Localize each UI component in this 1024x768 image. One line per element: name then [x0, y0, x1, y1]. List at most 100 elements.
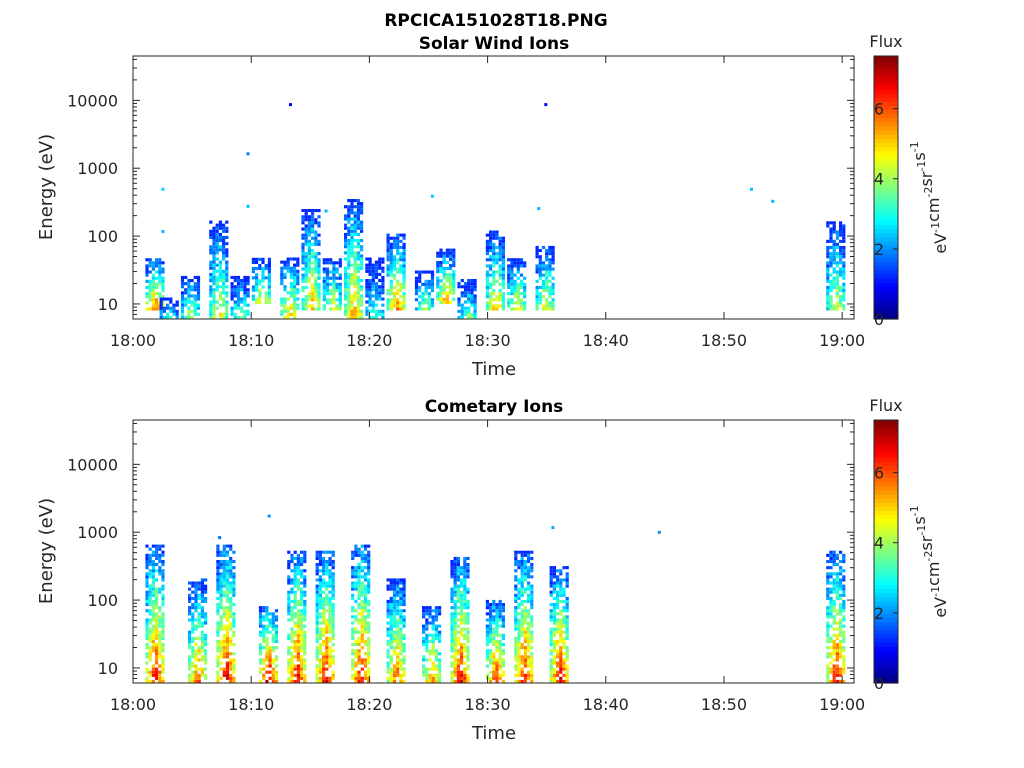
spectrogram-cell	[311, 224, 315, 228]
spectrogram-cell	[265, 655, 269, 659]
spectrogram-cell	[232, 550, 236, 554]
colorbar-segment	[874, 129, 898, 135]
spectrogram-cell	[233, 315, 237, 319]
spectrogram-cell	[265, 636, 269, 640]
spectrogram-cell	[151, 643, 155, 647]
spectrogram-cell	[287, 566, 291, 570]
spectrogram-cell	[463, 593, 467, 597]
spectrogram-cell	[356, 312, 360, 316]
spectrogram-cell	[386, 289, 390, 293]
spectrogram-cell	[246, 275, 250, 279]
spectrogram-cell	[315, 667, 319, 671]
colorbar-segment	[874, 493, 898, 499]
spectrogram-cell	[367, 679, 371, 683]
spectrogram-cell	[335, 282, 339, 286]
spectrogram-cell	[829, 566, 833, 570]
spectrogram-cell	[229, 606, 233, 610]
spectrogram-cell	[396, 267, 400, 271]
spectrogram-cell	[328, 627, 332, 631]
spectrogram-cell	[519, 273, 524, 277]
spectrogram-cell	[196, 275, 201, 279]
spectrogram-cell	[311, 236, 315, 240]
spectrogram-cell	[187, 285, 191, 289]
spectrogram-cell	[322, 603, 326, 607]
spectrogram-cell	[356, 266, 360, 270]
spectrogram-cell	[513, 258, 517, 262]
colorbar-segment	[874, 481, 898, 487]
spectrogram-cell	[300, 676, 304, 680]
spectrogram-cell	[145, 670, 149, 674]
spectrogram-cell	[233, 291, 237, 295]
spectrogram-cell	[315, 676, 319, 680]
unit-base: eV	[931, 233, 950, 254]
spectrogram-cell	[328, 569, 332, 573]
spectrogram-cell	[386, 630, 390, 634]
spectrogram-cell	[314, 295, 318, 299]
spectrogram-cell	[842, 556, 846, 560]
spectrogram-cell	[392, 298, 397, 302]
spectrogram-cell	[318, 670, 322, 674]
spectrogram-cell	[386, 584, 390, 588]
spectrogram-cell	[510, 264, 514, 268]
spectrogram-cell	[166, 306, 170, 310]
spectrogram-cell	[351, 581, 355, 585]
spectrogram-cell	[829, 652, 833, 656]
spectrogram-cell	[520, 593, 524, 597]
spectrogram-cell	[187, 294, 191, 298]
spectrogram-cell	[489, 630, 493, 634]
spectrogram-cell	[155, 304, 159, 308]
spectrogram-cell	[255, 288, 259, 292]
spectrogram-cell	[402, 249, 406, 253]
spectrogram-cell	[456, 639, 460, 643]
spectrogram-cell	[222, 553, 226, 557]
solar-wind-axes: 18:00 18:10 18:20 18:30 18:40 18:50 19:0010100…	[67, 56, 865, 350]
spectrogram-cell	[449, 279, 453, 283]
spectrogram-cell	[255, 285, 259, 289]
spectrogram-cell	[457, 297, 461, 301]
spectrogram-cell	[498, 267, 502, 271]
spectrogram-cell	[832, 581, 836, 585]
spectrogram-cell	[396, 670, 400, 674]
spectrogram-cell	[286, 266, 290, 270]
spectrogram-cell	[290, 615, 294, 619]
spectrogram-cell	[151, 285, 155, 289]
spectrogram-cell	[236, 303, 241, 307]
spectrogram-cell	[549, 615, 553, 619]
spectrogram-cell	[265, 624, 269, 628]
spectrogram-cell	[431, 643, 435, 647]
spectrogram-cell	[445, 300, 449, 304]
spectrogram-cell	[191, 664, 195, 668]
spectrogram-cell	[402, 295, 406, 299]
spectrogram-cell	[158, 590, 162, 594]
spectrogram-cell	[347, 248, 351, 252]
colorbar-segment	[874, 212, 898, 217]
spectrogram-cell	[314, 264, 318, 268]
spectrogram-cell	[826, 560, 830, 564]
spectrogram-cell	[832, 673, 836, 677]
spectrogram-cell	[392, 255, 397, 259]
spectrogram-cell	[556, 673, 560, 677]
spectrogram-cell	[530, 655, 534, 659]
spectrogram-cell	[450, 661, 454, 665]
spectrogram-cell	[304, 215, 308, 219]
spectrogram-cell	[222, 560, 226, 564]
spectrogram-cell	[225, 226, 229, 230]
spectrogram-cell	[559, 630, 563, 634]
spectrogram-cell	[565, 673, 569, 677]
spectrogram-cell	[209, 260, 213, 264]
spectrogram-cell	[523, 587, 527, 591]
spectrogram-cell	[421, 295, 425, 299]
colorbar-segment	[874, 220, 898, 226]
spectrogram-cell	[357, 679, 361, 683]
spectrogram-cell	[232, 633, 236, 637]
spectrogram-cell	[307, 242, 311, 246]
x-tick-label: 18:00	[110, 695, 156, 714]
spectrogram-cell	[842, 593, 846, 597]
spectrogram-cell	[225, 615, 230, 619]
spectrogram-cell	[835, 292, 839, 296]
spectrogram-cell	[559, 618, 563, 622]
spectrogram-cell	[351, 627, 355, 631]
spectrogram-cell	[527, 627, 531, 631]
spectrogram-cell	[338, 292, 342, 296]
spectrogram-cell	[368, 279, 372, 283]
